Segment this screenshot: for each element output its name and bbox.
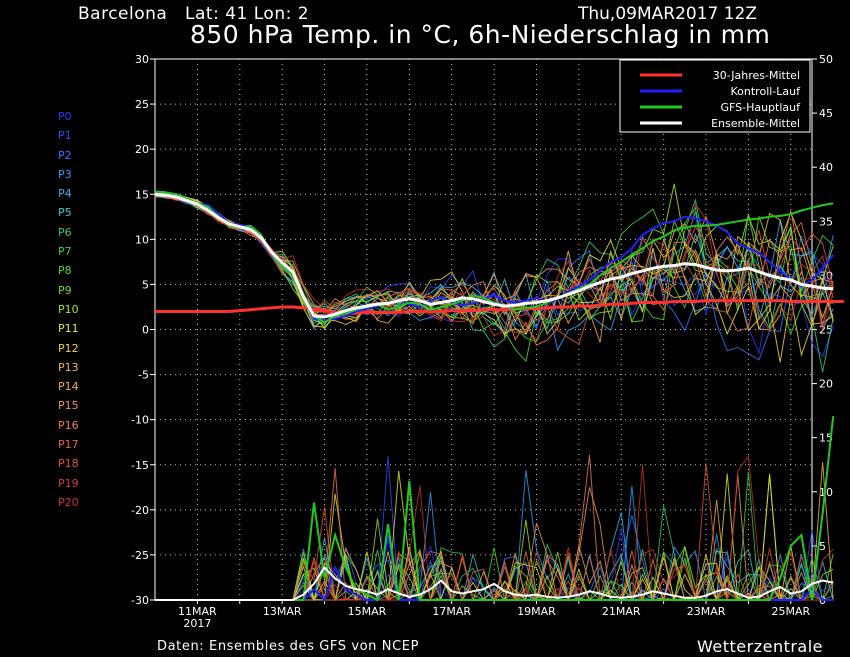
ensemble-label-p4: P4 (58, 187, 72, 201)
ensemble-label-p7: P7 (58, 245, 72, 259)
x-tick-label: 2017 (183, 617, 211, 630)
y-right-tick-label: 5 (819, 540, 826, 553)
ensemble-label-p9: P9 (58, 283, 72, 297)
location-header: Barcelona Lat: 41 Lon: 2 (78, 4, 310, 24)
ensemble-temp-line-p18 (154, 192, 834, 345)
y-right-tick-label: 20 (819, 378, 833, 391)
ensemble-label-p13: P13 (58, 360, 79, 374)
ensemble-temp-line-p10 (154, 183, 834, 335)
ensemble-label-p0: P0 (58, 110, 72, 123)
y-right-tick-label: 10 (819, 486, 833, 499)
y-left-tick-label: 10 (135, 233, 149, 246)
y-left-tick-label: -10 (131, 414, 149, 427)
ensemble-label-p1: P1 (58, 129, 72, 143)
y-left-tick-label: -30 (131, 594, 149, 607)
x-tick-label: 17MAR (432, 605, 471, 618)
legend-label: GFS-Hauptlauf (720, 101, 801, 114)
ensemble-label-p17: P17 (58, 438, 79, 452)
y-right-tick-label: 45 (819, 107, 833, 120)
ensemble-label-p12: P12 (58, 341, 79, 355)
data-source-note: Daten: Ensembles des GFS von NCEP (157, 639, 420, 654)
ensemble-precip-line-p11 (155, 470, 834, 602)
temp-line-30-jahres-mittel (155, 299, 844, 315)
ensemble-label-p15: P15 (58, 399, 79, 413)
ensemble-label-p8: P8 (58, 264, 72, 278)
x-tick-label: 13MAR (263, 605, 302, 618)
ensemble-precip-line-p7 (155, 471, 834, 602)
y-left-tick-label: -25 (131, 549, 149, 562)
ensemble-label-p10: P10 (58, 302, 79, 316)
ensemble-label-p20: P20 (58, 495, 79, 509)
ensemble-label-p2: P2 (58, 148, 72, 162)
y-left-tick-label: 25 (135, 98, 149, 111)
ensemble-label-p19: P19 (58, 476, 79, 490)
ensemble-label-p18: P18 (58, 457, 79, 471)
run-datetime: Thu,09MAR2017 12Z (578, 4, 758, 24)
ensemble-label-p16: P16 (58, 418, 79, 432)
x-tick-label: 19MAR (517, 605, 556, 618)
y-left-tick-label: -15 (131, 459, 149, 472)
x-tick-label: 11MAR (178, 605, 217, 618)
chart-title: 850 hPa Temp. in °C, 6h-Niederschlag in … (190, 20, 771, 49)
y-left-tick-label: -5 (138, 369, 149, 382)
legend-label: Kontroll-Lauf (731, 85, 802, 98)
legend-label: 30-Jahres-Mittel (713, 69, 800, 82)
ensemble-label-p3: P3 (58, 167, 72, 181)
ensemble-label-p5: P5 (58, 206, 72, 220)
x-tick-label: 25MAR (771, 605, 810, 618)
ensemble-label-p14: P14 (58, 380, 79, 394)
temp-line-ensemble-mittel (154, 192, 834, 319)
y-left-tick-label: 20 (135, 143, 149, 156)
y-left-tick-label: 30 (135, 53, 149, 66)
brand-label: Wetterzentrale (697, 637, 824, 656)
x-tick-label: 21MAR (602, 605, 641, 618)
y-right-tick-label: 40 (819, 161, 833, 174)
ensemble-member-legend: P0 P1 P2 P3 P4 P5 P6 P7 P8 P9 P10 P11 P12 P13 P14 P15 P1… (58, 110, 79, 515)
x-tick-label: 23MAR (687, 605, 726, 618)
legend-box (619, 59, 811, 133)
y-left-tick-label: 5 (142, 278, 149, 291)
ensemble-label-p6: P6 (58, 225, 72, 239)
y-left-tick-label: -20 (131, 504, 149, 517)
legend-label: Ensemble-Mittel (711, 117, 800, 130)
y-right-tick-label: 35 (819, 215, 833, 228)
y-left-tick-label: 0 (142, 324, 149, 337)
x-tick-label: 15MAR (348, 605, 387, 618)
y-right-tick-label: 50 (819, 53, 833, 66)
y-left-tick-label: 15 (135, 188, 149, 201)
precip-line-ensemble-mittel (155, 565, 834, 601)
ensemble-label-p11: P11 (58, 322, 79, 336)
